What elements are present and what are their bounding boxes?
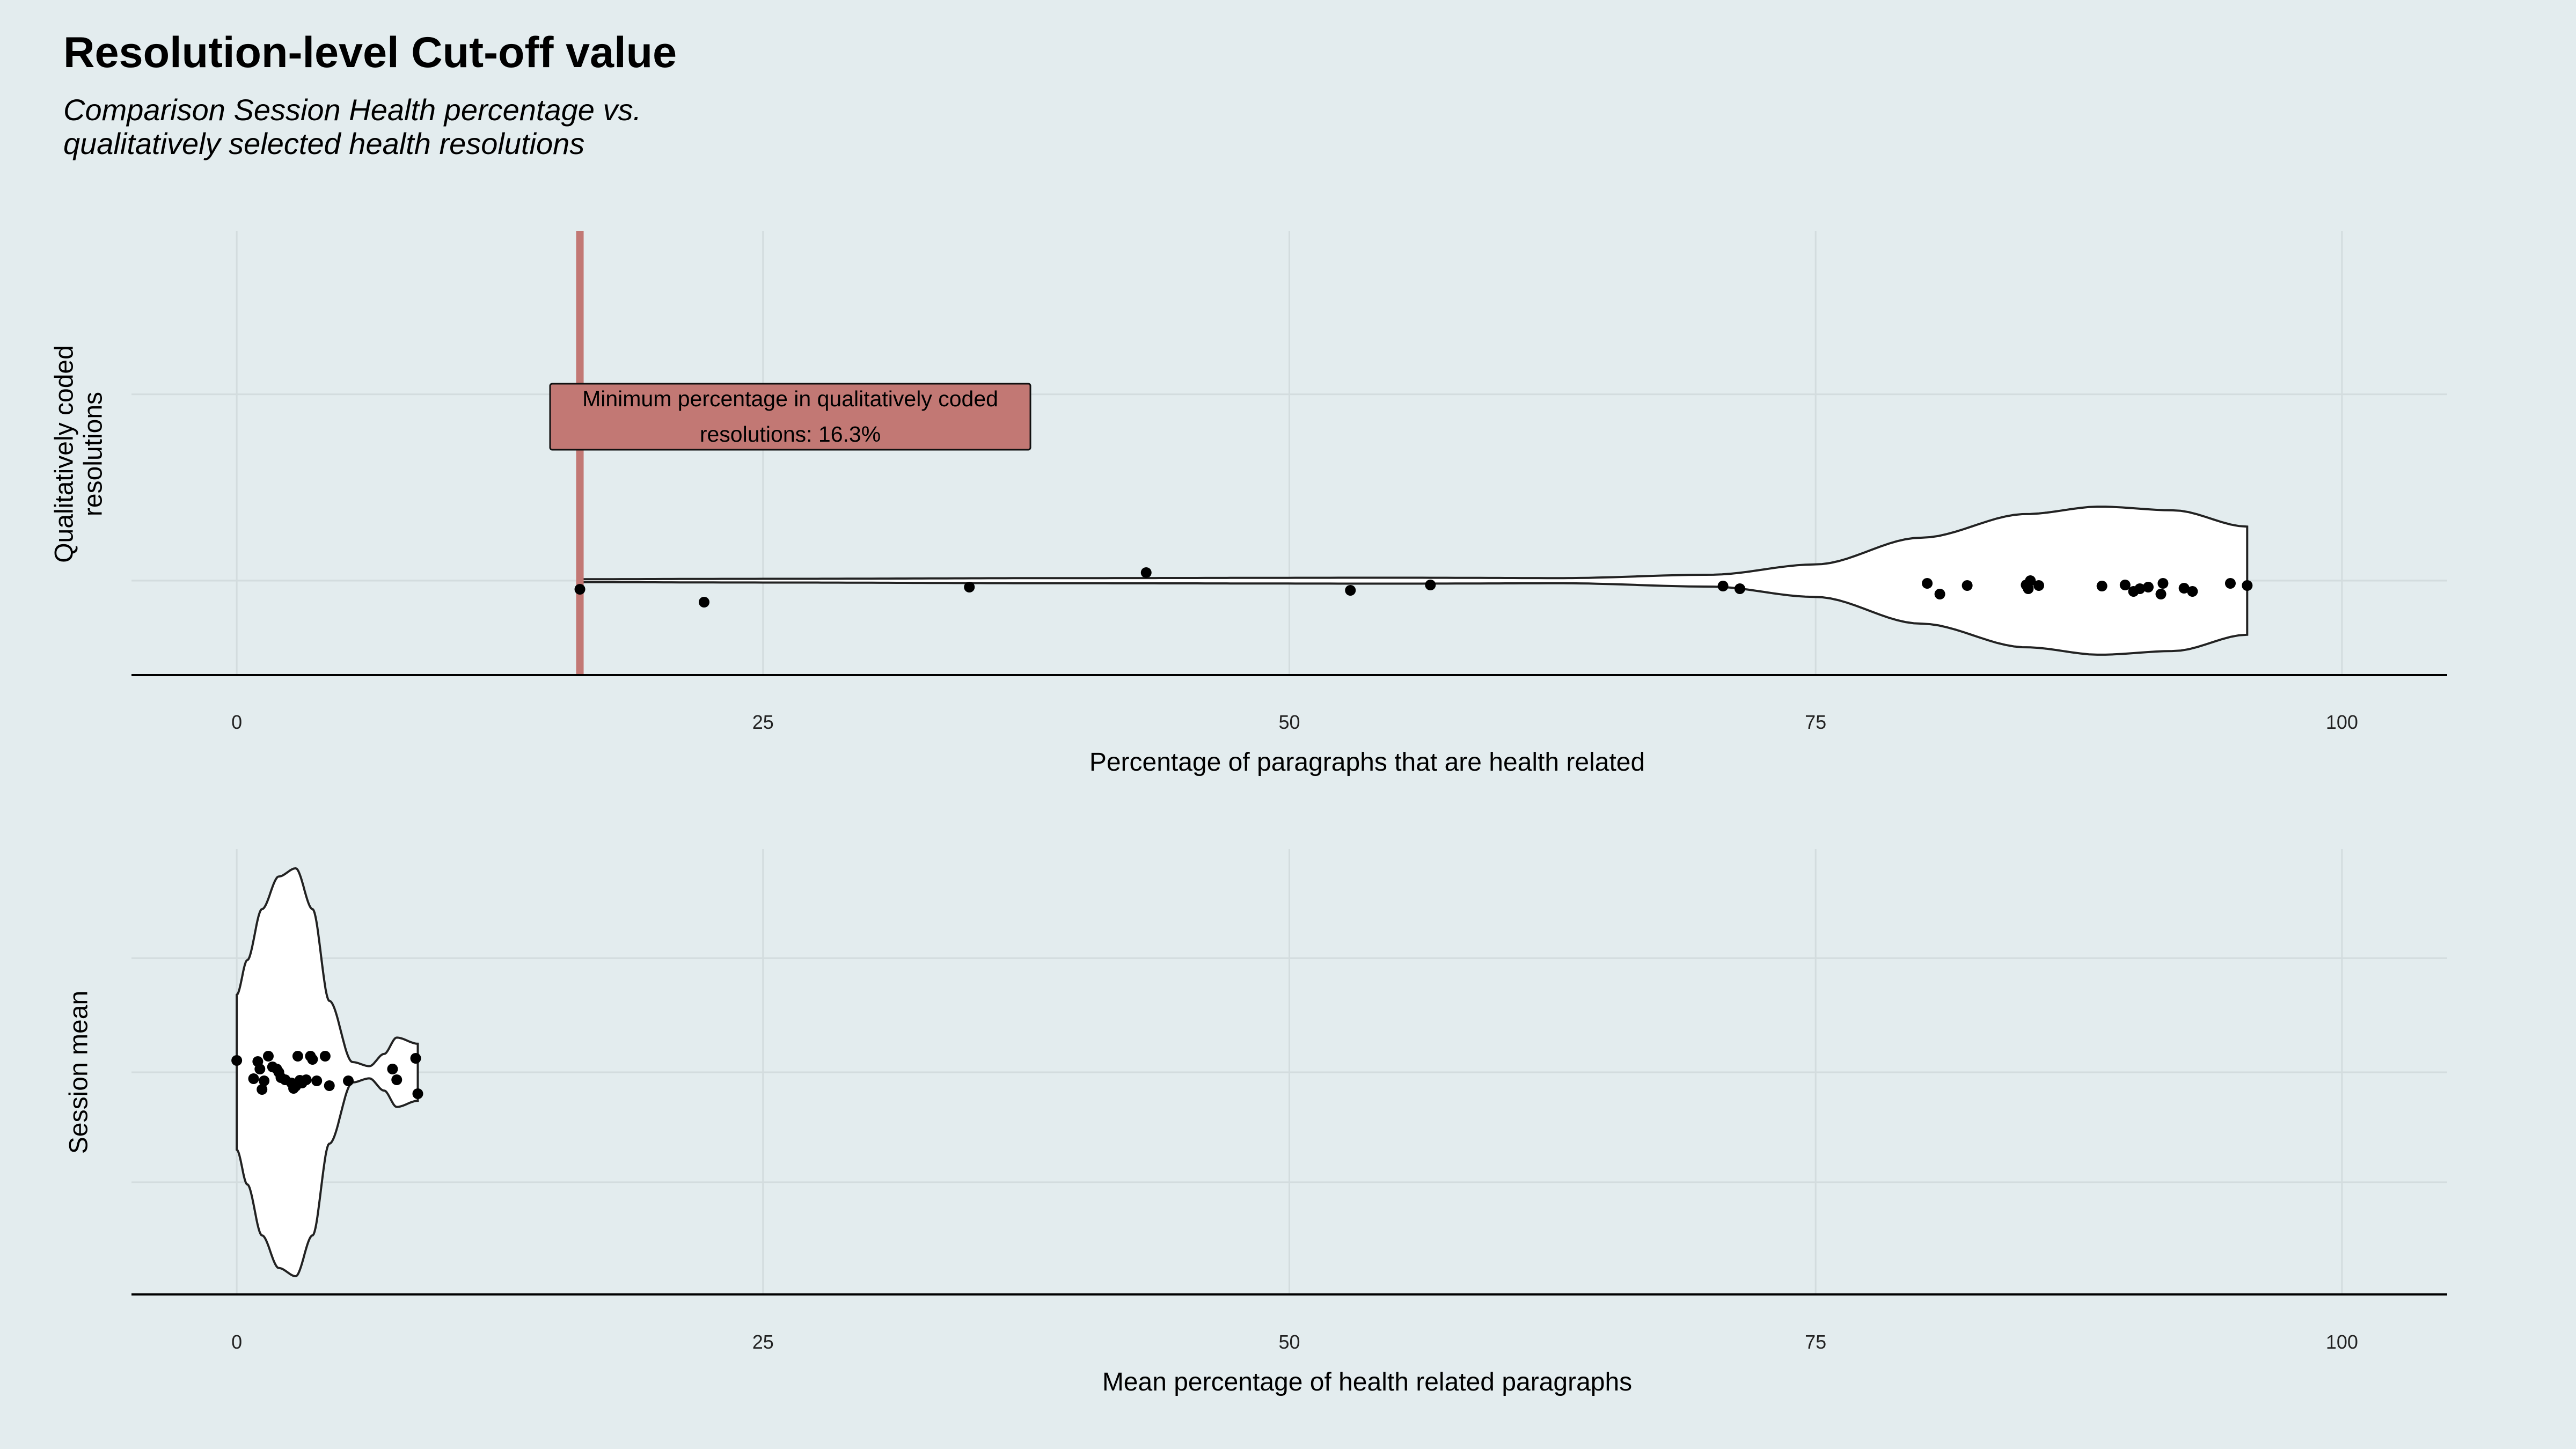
data-point	[1425, 580, 1436, 590]
data-point	[259, 1075, 270, 1086]
data-point	[2023, 583, 2034, 594]
x-tick-label: 25	[752, 1331, 774, 1353]
violin-shape	[579, 506, 2249, 656]
page-subtitle-line-2: qualitatively selected health resolution…	[63, 127, 585, 160]
cutoff-label-line-1: Minimum percentage in qualitatively code…	[582, 386, 998, 411]
data-points	[231, 1051, 423, 1099]
data-point	[311, 1075, 323, 1086]
data-point	[248, 1073, 259, 1084]
data-point	[1140, 567, 1152, 578]
y-axis-title-line-1: Qualitatively coded	[50, 345, 79, 563]
data-point	[1922, 578, 1933, 589]
y-axis-title-line-1: Session mean	[65, 991, 93, 1154]
data-point	[574, 584, 586, 595]
x-tick-label: 25	[752, 711, 774, 733]
x-tick-label: 100	[2326, 711, 2358, 733]
data-point	[387, 1064, 398, 1074]
data-point	[1934, 589, 1945, 599]
data-points	[574, 567, 2253, 608]
data-point	[231, 1055, 243, 1066]
data-point	[262, 1051, 274, 1062]
data-point	[391, 1074, 402, 1085]
violin-shape	[236, 867, 419, 1278]
data-point	[1345, 585, 1356, 596]
data-point	[2242, 580, 2253, 591]
grid	[131, 849, 2447, 1294]
x-tick-label: 50	[1278, 711, 1300, 733]
data-point	[2178, 583, 2190, 594]
page-title: Resolution-level Cut-off value	[63, 28, 677, 77]
page-subtitle-line-1: Comparison Session Health percentage vs.	[63, 93, 642, 127]
data-point	[301, 1074, 312, 1085]
data-point	[343, 1075, 354, 1086]
cutoff-label-box	[549, 383, 1031, 451]
data-point	[698, 597, 709, 608]
data-point	[319, 1051, 331, 1062]
cutoff-label-line-2: resolutions: 16.3%	[700, 422, 881, 447]
data-point	[257, 1084, 268, 1095]
data-point	[2096, 581, 2107, 591]
data-point	[2119, 580, 2131, 590]
data-point	[2187, 586, 2198, 597]
y-axis-title-line-2: resolutions	[79, 392, 108, 516]
data-point	[254, 1064, 266, 1074]
data-point	[307, 1054, 318, 1065]
x-tick-label: 50	[1278, 1331, 1300, 1353]
data-point	[1734, 583, 1745, 594]
x-tick-label: 75	[1805, 711, 1826, 733]
x-axis-title: Percentage of paragraphs that are health…	[1089, 748, 1645, 777]
data-point	[412, 1088, 423, 1099]
data-point	[410, 1053, 421, 1064]
x-tick-label: 0	[231, 1331, 242, 1353]
data-point	[2224, 578, 2236, 589]
data-point	[2033, 580, 2044, 591]
x-axis-title: Mean percentage of health related paragr…	[1102, 1368, 1632, 1396]
data-point	[324, 1080, 335, 1091]
data-point	[1962, 580, 1973, 591]
x-tick-label: 75	[1805, 1331, 1826, 1353]
x-tick-label: 0	[231, 711, 242, 733]
data-point	[2142, 582, 2154, 592]
data-point	[1717, 581, 1729, 591]
data-point	[964, 582, 975, 592]
data-point	[2155, 589, 2167, 599]
x-tick-label: 100	[2326, 1331, 2358, 1353]
data-point	[292, 1051, 303, 1062]
data-point	[2157, 578, 2169, 589]
panel-2: 0 25 50 75 100 Mean percentage of health rela…	[65, 849, 2447, 1396]
panel-1: Minimum percentage in qualitatively code…	[50, 231, 2447, 777]
data-point	[2134, 583, 2146, 594]
data-point	[2025, 575, 2036, 586]
